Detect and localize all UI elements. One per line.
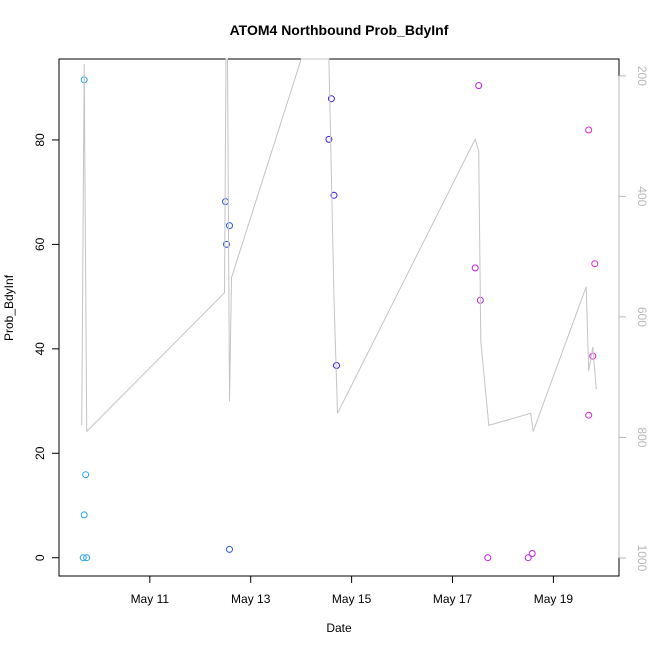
series-layer — [79, 58, 599, 562]
x-tick-label: May 15 — [332, 592, 372, 606]
chart-title: ATOM4 Northbound Prob_BdyInf — [230, 22, 449, 38]
x-tick-label: May 17 — [433, 592, 473, 606]
plot-frame — [58, 58, 620, 577]
y-tick-label: 60 — [33, 237, 47, 251]
data-point-0-4 — [83, 554, 91, 562]
data-point-3-4 — [524, 554, 532, 562]
data-point-3-3 — [484, 554, 492, 562]
y-axis-label: Prob_BdyInf — [2, 274, 16, 341]
x-axis-label: Date — [326, 621, 352, 635]
data-point-0-1 — [82, 471, 90, 479]
data-point-0-3 — [79, 554, 87, 562]
series-line-5 — [81, 58, 597, 433]
y2-tick-label: 600 — [635, 307, 649, 327]
data-point-1-2 — [223, 240, 230, 248]
data-point-2-1 — [325, 135, 333, 143]
y-tick-label: 40 — [33, 342, 47, 356]
data-point-3-0 — [475, 82, 483, 90]
y-tick-label: 20 — [33, 446, 47, 460]
data-point-4-1 — [591, 260, 599, 268]
data-point-4-0 — [585, 126, 593, 134]
x-tick-label: May 11 — [131, 592, 170, 606]
data-point-3-1 — [471, 264, 479, 272]
data-point-3-5 — [528, 550, 536, 557]
data-point-4-2 — [589, 352, 597, 360]
data-point-2-0 — [327, 95, 335, 103]
y2-tick-label: 200 — [635, 66, 649, 86]
y2-tick-label: 800 — [635, 427, 649, 447]
data-point-1-3 — [226, 545, 233, 553]
data-point-1-1 — [226, 222, 233, 230]
y-tick-label: 80 — [33, 133, 47, 147]
y-tick-label: 0 — [33, 554, 47, 561]
x-tick-label: May 13 — [231, 592, 271, 606]
data-point-2-2 — [330, 191, 338, 199]
y2-tick-label: 400 — [635, 186, 649, 206]
y2-tick-label: 1000 — [635, 545, 649, 572]
x-tick-label: May 19 — [534, 592, 574, 606]
data-point-0-2 — [80, 511, 88, 519]
data-point-4-3 — [585, 411, 593, 419]
axis-layer: May 11 May 13 May 15 May 17 May 19 0 20 40 60 80 2… — [33, 66, 649, 606]
